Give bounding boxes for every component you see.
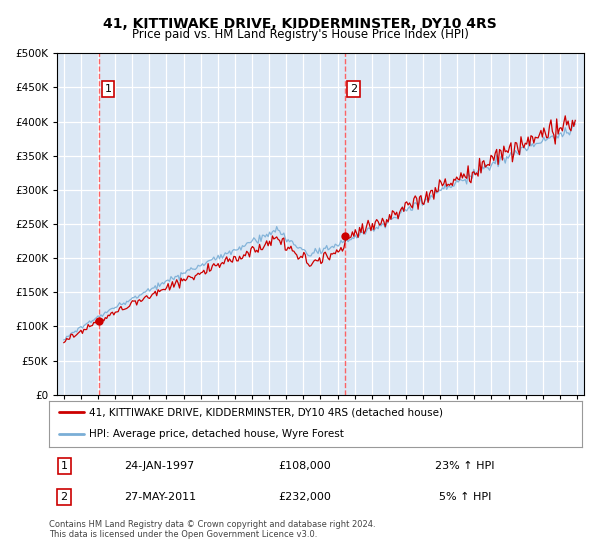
Text: 5% ↑ HPI: 5% ↑ HPI [439, 492, 491, 502]
Text: Price paid vs. HM Land Registry's House Price Index (HPI): Price paid vs. HM Land Registry's House … [131, 28, 469, 41]
Text: Contains HM Land Registry data © Crown copyright and database right 2024.
This d: Contains HM Land Registry data © Crown c… [49, 520, 376, 539]
Text: £232,000: £232,000 [278, 492, 331, 502]
Text: £108,000: £108,000 [278, 461, 331, 471]
Text: 2: 2 [350, 84, 357, 94]
Text: 23% ↑ HPI: 23% ↑ HPI [435, 461, 494, 471]
Text: 27-MAY-2011: 27-MAY-2011 [124, 492, 196, 502]
Text: HPI: Average price, detached house, Wyre Forest: HPI: Average price, detached house, Wyre… [89, 429, 344, 439]
Text: 24-JAN-1997: 24-JAN-1997 [124, 461, 194, 471]
Text: 41, KITTIWAKE DRIVE, KIDDERMINSTER, DY10 4RS (detached house): 41, KITTIWAKE DRIVE, KIDDERMINSTER, DY10… [89, 408, 443, 417]
Text: 1: 1 [104, 84, 112, 94]
Text: 2: 2 [61, 492, 68, 502]
Text: 1: 1 [61, 461, 68, 471]
Text: 41, KITTIWAKE DRIVE, KIDDERMINSTER, DY10 4RS: 41, KITTIWAKE DRIVE, KIDDERMINSTER, DY10… [103, 17, 497, 31]
